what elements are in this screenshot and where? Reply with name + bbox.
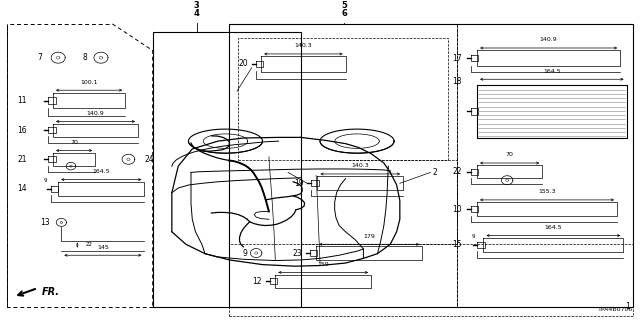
Bar (238, 38, 448, 160)
Text: TPA4B0706: TPA4B0706 (598, 308, 633, 312)
Text: 12: 12 (252, 277, 261, 286)
Text: 22: 22 (452, 167, 462, 176)
Bar (153, 32, 301, 307)
Text: 4: 4 (194, 9, 200, 18)
Text: 164.5: 164.5 (543, 68, 561, 74)
Text: 145: 145 (97, 244, 109, 250)
Text: 11: 11 (17, 96, 26, 105)
Text: 19: 19 (294, 179, 304, 188)
Text: 7: 7 (37, 53, 42, 62)
Text: 17: 17 (452, 54, 462, 63)
Text: 1: 1 (625, 302, 630, 311)
Text: 9: 9 (472, 234, 475, 239)
Bar (458, 24, 633, 307)
Text: 22: 22 (86, 243, 93, 247)
Text: 3: 3 (194, 2, 200, 11)
Text: 24: 24 (145, 155, 154, 164)
Bar (229, 24, 458, 307)
Text: 140.9: 140.9 (86, 111, 104, 116)
Text: 20: 20 (239, 60, 248, 68)
Text: 2: 2 (433, 168, 437, 177)
Text: 140.3: 140.3 (294, 43, 312, 48)
Bar (301, 160, 458, 244)
Text: 8: 8 (82, 53, 87, 62)
Bar (229, 244, 633, 316)
Text: 159: 159 (317, 262, 329, 267)
Text: 164.5: 164.5 (545, 225, 562, 230)
Text: 5: 5 (341, 2, 348, 11)
Text: 155.3: 155.3 (538, 189, 556, 194)
Text: 100.1: 100.1 (81, 80, 98, 84)
Text: 21: 21 (17, 155, 26, 164)
Text: FR.: FR. (42, 287, 60, 297)
Text: 9: 9 (44, 178, 47, 183)
Text: 6: 6 (341, 9, 348, 18)
Text: 18: 18 (452, 76, 462, 86)
Text: 23: 23 (292, 249, 302, 258)
Text: 179: 179 (364, 234, 375, 239)
Text: 16: 16 (17, 126, 27, 135)
Text: 70: 70 (70, 140, 78, 145)
Text: 140.3: 140.3 (351, 163, 369, 168)
Text: 15: 15 (452, 240, 462, 249)
Text: 70: 70 (506, 152, 514, 157)
Text: 14: 14 (17, 184, 27, 194)
Text: 140.9: 140.9 (540, 37, 557, 42)
Bar (229, 24, 633, 307)
Text: 9: 9 (243, 249, 247, 258)
Text: 13: 13 (40, 218, 50, 227)
Text: 10: 10 (452, 205, 462, 214)
Text: 164.5: 164.5 (92, 169, 110, 174)
